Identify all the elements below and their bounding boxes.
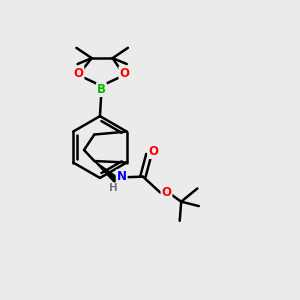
Text: O: O bbox=[148, 145, 158, 158]
Text: H: H bbox=[109, 183, 117, 194]
Text: O: O bbox=[161, 186, 172, 199]
Text: B: B bbox=[97, 83, 106, 96]
Polygon shape bbox=[94, 161, 118, 182]
Text: O: O bbox=[74, 67, 83, 80]
Text: N: N bbox=[117, 170, 127, 183]
Text: O: O bbox=[119, 67, 129, 80]
